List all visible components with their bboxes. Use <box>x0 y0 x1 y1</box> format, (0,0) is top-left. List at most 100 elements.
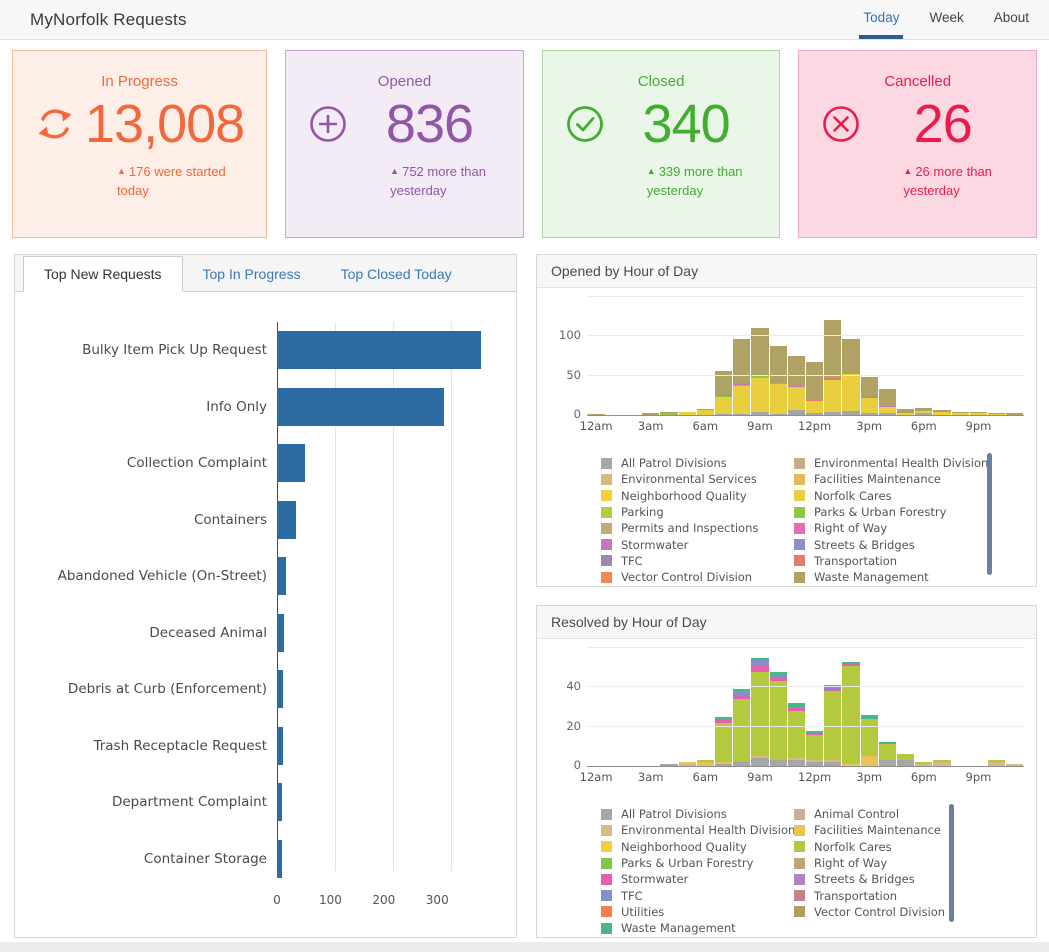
hour-column[interactable] <box>623 298 641 415</box>
legend-item[interactable]: Transportation <box>794 553 987 569</box>
hour-column[interactable] <box>678 298 696 415</box>
hour-column[interactable] <box>587 298 605 415</box>
legend-scrollbar[interactable] <box>987 453 992 575</box>
legend-item[interactable]: Right of Way <box>794 520 987 536</box>
hour-column[interactable] <box>842 298 860 415</box>
hour-column[interactable] <box>860 298 878 415</box>
hour-column[interactable] <box>696 649 714 766</box>
up-triangle-icon: ▲ <box>390 165 400 176</box>
legend-item[interactable]: Streets & Bridges <box>794 871 987 887</box>
hour-column[interactable] <box>951 649 969 766</box>
hour-column[interactable] <box>878 649 896 766</box>
hour-column[interactable] <box>605 649 623 766</box>
bar[interactable] <box>277 783 283 822</box>
hour-column[interactable] <box>933 298 951 415</box>
hour-column[interactable] <box>987 649 1006 766</box>
legend-item[interactable]: Waste Management <box>601 920 794 936</box>
hour-column[interactable] <box>896 649 915 766</box>
bar[interactable] <box>277 839 282 878</box>
legend-item[interactable]: Environmental Health Division <box>601 822 795 838</box>
hour-column[interactable] <box>787 298 805 415</box>
legend-item[interactable]: Streets & Bridges <box>794 536 987 552</box>
tab-top-closed-today[interactable]: Top Closed Today <box>340 266 452 282</box>
nav-item-week[interactable]: Week <box>929 10 964 25</box>
bar[interactable] <box>277 670 283 709</box>
legend-item[interactable]: Environmental Services <box>601 471 794 487</box>
hour-column[interactable] <box>860 649 878 766</box>
hour-column[interactable] <box>805 298 824 415</box>
hour-column[interactable] <box>987 298 1006 415</box>
hour-column[interactable] <box>642 649 660 766</box>
legend-item[interactable]: Stormwater <box>601 871 794 887</box>
legend-item[interactable]: Transportation <box>794 887 987 903</box>
legend-item[interactable]: Parks & Urban Forestry <box>794 504 987 520</box>
legend-item[interactable]: Environmental Health Division <box>794 455 988 471</box>
hour-column[interactable] <box>714 649 733 766</box>
hour-column[interactable] <box>969 298 987 415</box>
legend-item[interactable]: Facilities Maintenance <box>794 822 987 838</box>
hour-column[interactable] <box>751 649 769 766</box>
hour-column[interactable] <box>896 298 915 415</box>
legend-item[interactable]: Right of Way <box>794 855 987 871</box>
hour-column[interactable] <box>824 649 842 766</box>
hour-column[interactable] <box>678 649 696 766</box>
hour-column[interactable] <box>951 298 969 415</box>
legend-scrollbar[interactable] <box>949 804 954 922</box>
hour-column[interactable] <box>696 298 714 415</box>
bar[interactable] <box>277 500 297 539</box>
legend-item[interactable]: Parking <box>601 504 794 520</box>
bar[interactable] <box>277 613 284 652</box>
hour-column[interactable] <box>915 298 933 415</box>
hour-column[interactable] <box>1006 298 1024 415</box>
bar[interactable] <box>277 444 306 483</box>
hour-column[interactable] <box>642 298 660 415</box>
bar-track <box>277 331 498 370</box>
tab-top-in-progress[interactable]: Top In Progress <box>202 266 301 282</box>
hour-column[interactable] <box>605 298 623 415</box>
legend-item[interactable]: All Patrol Divisions <box>601 455 794 471</box>
hour-column[interactable] <box>787 649 805 766</box>
hour-column[interactable] <box>714 298 733 415</box>
hour-column[interactable] <box>733 298 751 415</box>
bar[interactable] <box>277 726 283 765</box>
hour-column[interactable] <box>587 649 605 766</box>
bar-segment <box>805 413 824 415</box>
hour-column[interactable] <box>1006 649 1024 766</box>
hour-column[interactable] <box>751 298 769 415</box>
tab-top-new-requests[interactable]: Top New Requests <box>23 256 183 292</box>
hour-column[interactable] <box>878 298 896 415</box>
hour-column[interactable] <box>969 649 987 766</box>
bar[interactable] <box>277 331 481 370</box>
legend-item[interactable]: Permits and Inspections <box>601 520 794 536</box>
hour-column[interactable] <box>805 649 824 766</box>
legend-item[interactable]: Animal Control <box>794 806 987 822</box>
hour-column[interactable] <box>842 649 860 766</box>
hour-column[interactable] <box>660 298 678 415</box>
nav-item-today[interactable]: Today <box>859 0 904 39</box>
hour-column[interactable] <box>769 649 787 766</box>
hour-column[interactable] <box>623 649 641 766</box>
legend-item[interactable]: TFC <box>601 553 794 569</box>
legend-item[interactable]: Norfolk Cares <box>794 488 987 504</box>
legend-item[interactable]: Parks & Urban Forestry <box>601 855 794 871</box>
hour-column[interactable] <box>915 649 933 766</box>
legend-item[interactable]: Facilities Maintenance <box>794 471 987 487</box>
hour-column[interactable] <box>769 298 787 415</box>
legend-item[interactable]: Neighborhood Quality <box>601 488 794 504</box>
legend-item[interactable]: Waste Management <box>794 569 987 585</box>
bar[interactable] <box>277 557 286 596</box>
legend-item[interactable]: Norfolk Cares <box>794 839 987 855</box>
legend-item[interactable]: Neighborhood Quality <box>601 839 794 855</box>
legend-item[interactable]: Vector Control Division <box>794 904 987 920</box>
bar[interactable] <box>277 387 445 426</box>
hour-column[interactable] <box>660 649 678 766</box>
legend-item[interactable]: Utilities <box>601 904 794 920</box>
legend-item[interactable]: TFC <box>601 887 794 903</box>
legend-item[interactable]: Vector Control Division <box>601 569 794 585</box>
nav-item-about[interactable]: About <box>993 10 1029 25</box>
hour-column[interactable] <box>824 298 842 415</box>
hour-column[interactable] <box>733 649 751 766</box>
hour-column[interactable] <box>933 649 951 766</box>
legend-item[interactable]: All Patrol Divisions <box>601 806 794 822</box>
legend-item[interactable]: Stormwater <box>601 536 794 552</box>
